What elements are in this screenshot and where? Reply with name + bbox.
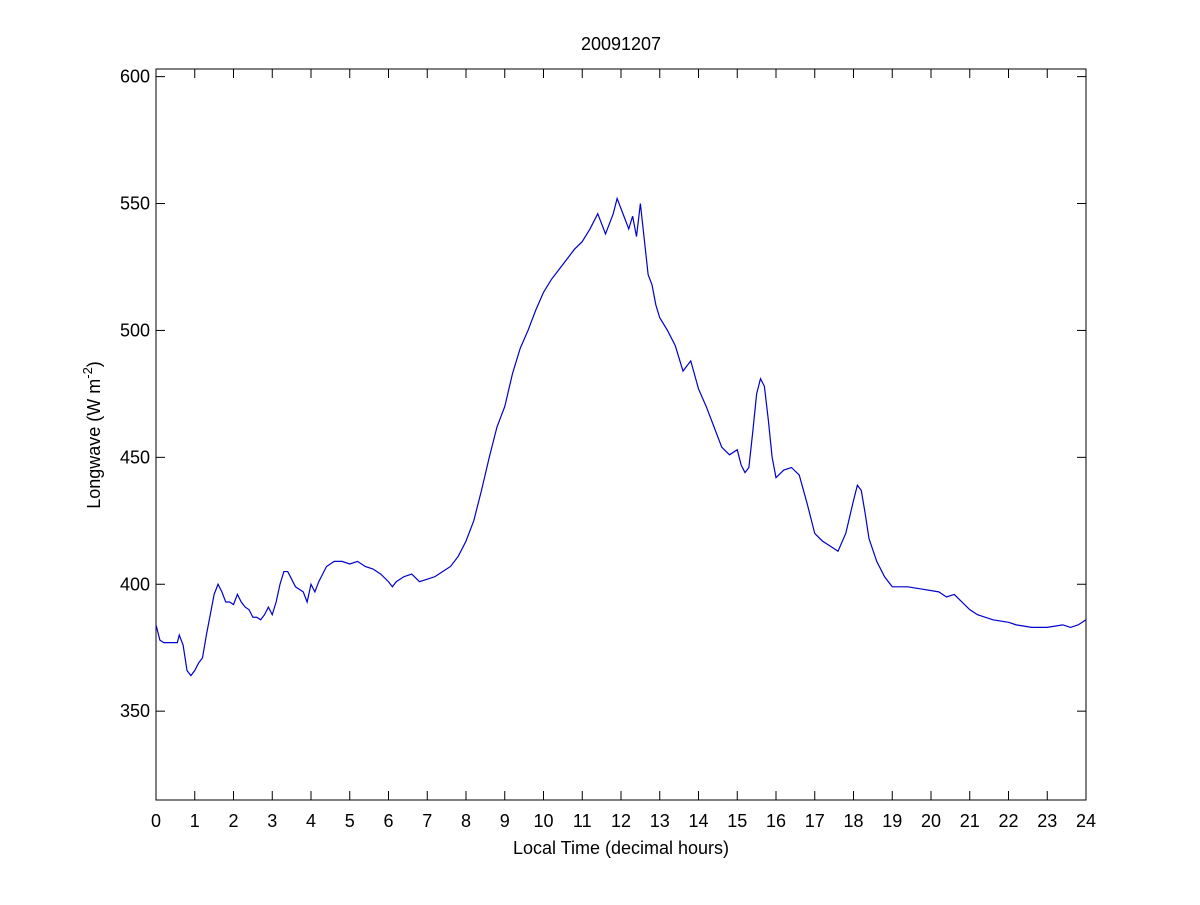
x-tick-label: 5 [345, 811, 355, 831]
x-tick-label: 17 [805, 811, 825, 831]
y-label-superscript: -2 [80, 367, 95, 379]
x-tick-label: 11 [573, 811, 592, 831]
y-tick-label: 550 [120, 194, 150, 214]
x-tick-label: 4 [306, 811, 316, 831]
x-tick-label: 3 [267, 811, 277, 831]
y-label-suffix: ) [84, 361, 104, 367]
x-tick-label: 13 [650, 811, 670, 831]
x-tick-label: 18 [843, 811, 863, 831]
x-axis-label: Local Time (decimal hours) [513, 838, 729, 858]
x-tick-label: 6 [383, 811, 393, 831]
data-line [155, 196, 1087, 677]
x-tick-label: 9 [500, 811, 510, 831]
x-tick-label: 15 [727, 811, 747, 831]
y-tick-label: 450 [120, 447, 150, 467]
chart-title: 20091207 [581, 34, 661, 54]
x-tick-label: 7 [422, 811, 432, 831]
x-tick-label: 1 [190, 811, 200, 831]
x-tick-label: 2 [228, 811, 238, 831]
x-tick-label: 8 [461, 811, 471, 831]
x-tick-label: 19 [882, 811, 902, 831]
y-tick-label: 500 [120, 320, 150, 340]
x-tick-label: 22 [998, 811, 1018, 831]
x-tick-label: 24 [1076, 811, 1096, 831]
y-tick-label: 350 [120, 701, 150, 721]
x-tick-label: 16 [766, 811, 786, 831]
y-tick-label: 400 [120, 574, 150, 594]
x-tick-label: 12 [611, 811, 631, 831]
y-label-text: Longwave (W m [84, 379, 104, 509]
x-tick-label: 10 [533, 811, 553, 831]
x-tick-label: 14 [688, 811, 708, 831]
y-axis-label: Longwave (W m-2) [80, 361, 104, 509]
x-tick-label: 20 [921, 811, 941, 831]
x-tick-label: 23 [1037, 811, 1057, 831]
x-tick-label: 21 [960, 811, 980, 831]
x-tick-label: 0 [151, 811, 161, 831]
y-tick-label: 600 [120, 67, 150, 87]
